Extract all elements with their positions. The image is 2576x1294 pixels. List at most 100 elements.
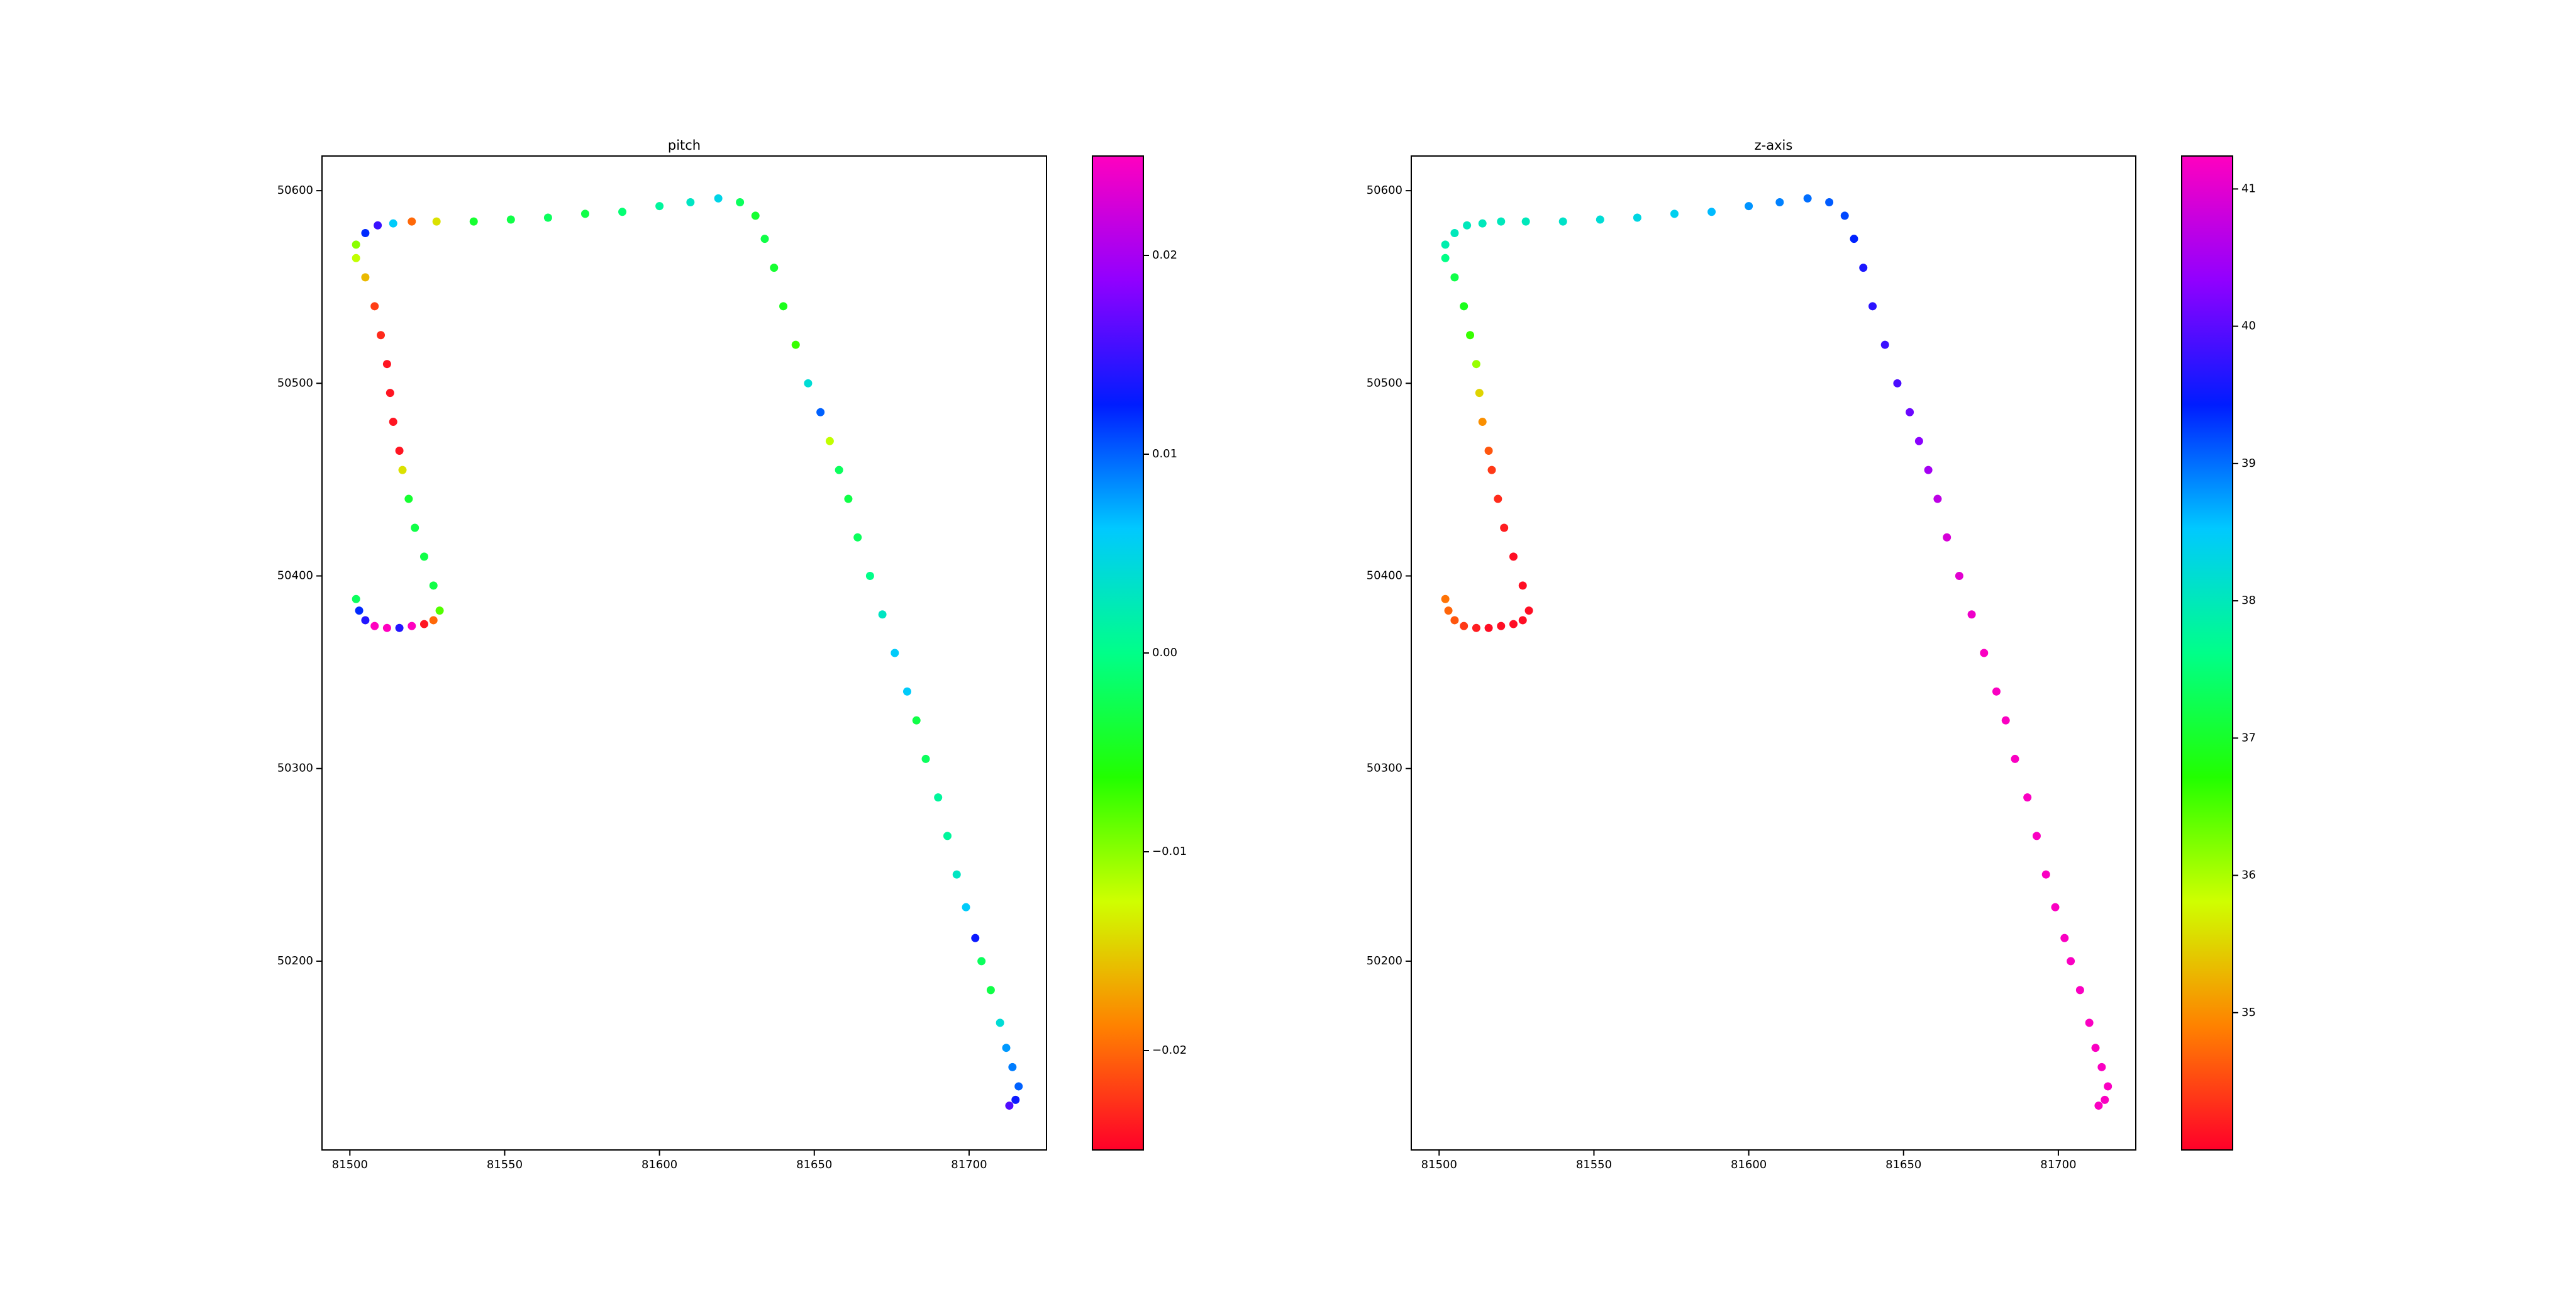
- y-tick-label: 50500: [277, 376, 313, 389]
- point: [429, 616, 438, 625]
- x-tick-label: 81550: [1576, 1158, 1612, 1171]
- point: [1859, 264, 1868, 272]
- x-tick-label: 81550: [487, 1158, 523, 1171]
- point: [1596, 215, 1604, 224]
- y-tick-label: 50500: [1367, 376, 1402, 389]
- point: [736, 198, 745, 206]
- point: [1670, 209, 1679, 218]
- x-tick-label: 81500: [332, 1158, 368, 1171]
- point: [921, 754, 930, 763]
- colorbar-tick-label: 36: [2241, 869, 2256, 882]
- point: [1518, 581, 1527, 590]
- y-tick-label: 50600: [1367, 184, 1402, 197]
- point: [395, 446, 404, 455]
- point: [1472, 360, 1480, 369]
- x-tick-label: 81700: [951, 1158, 987, 1171]
- point: [580, 209, 589, 218]
- point: [1924, 466, 1933, 474]
- x-tick-label: 81500: [1421, 1158, 1457, 1171]
- point: [1494, 494, 1502, 503]
- y-tick-label: 50300: [277, 762, 313, 775]
- point: [2094, 1102, 2103, 1110]
- point: [1441, 594, 1450, 603]
- point: [816, 408, 825, 416]
- point: [1992, 687, 2001, 696]
- point: [1943, 533, 1951, 542]
- point: [1850, 235, 1858, 243]
- point: [1967, 610, 1976, 619]
- point: [835, 466, 843, 474]
- point: [853, 533, 862, 542]
- point: [971, 934, 980, 942]
- point: [361, 616, 370, 625]
- point: [1444, 606, 1453, 615]
- x-tick-label: 81600: [1731, 1158, 1767, 1171]
- point: [986, 986, 995, 995]
- point: [1825, 198, 1834, 206]
- point: [361, 228, 370, 237]
- point: [1955, 572, 1963, 581]
- point: [618, 208, 627, 216]
- point: [386, 389, 394, 398]
- point: [1472, 623, 1480, 632]
- point: [1497, 622, 1506, 630]
- colorbar-tick-label: 35: [2241, 1006, 2256, 1019]
- point: [543, 213, 552, 222]
- point: [355, 606, 364, 615]
- point: [2051, 903, 2060, 912]
- colorbar-tick-label: 39: [2241, 457, 2256, 470]
- point: [1008, 1063, 1017, 1071]
- point: [825, 437, 834, 445]
- point: [435, 606, 444, 615]
- point: [2001, 716, 2010, 725]
- point: [395, 623, 404, 632]
- point: [469, 217, 478, 226]
- point: [408, 622, 416, 630]
- point: [1745, 202, 1753, 211]
- point: [1840, 211, 1849, 220]
- point: [1011, 1095, 1020, 1104]
- chart-title: z-axis: [1755, 138, 1793, 153]
- point: [1707, 208, 1716, 216]
- point: [1450, 273, 1459, 282]
- colorbar-tick-label: 41: [2241, 182, 2256, 195]
- point: [2023, 793, 2032, 802]
- y-tick-label: 50600: [277, 184, 313, 197]
- point: [1893, 379, 1902, 388]
- point: [1014, 1082, 1023, 1091]
- colorbar-tick-label: 0.01: [1152, 447, 1177, 460]
- point: [1500, 523, 1509, 532]
- point: [1002, 1044, 1011, 1052]
- point: [1633, 213, 1641, 222]
- point: [865, 572, 874, 581]
- colorbar: [1092, 155, 1144, 1151]
- point: [844, 494, 853, 503]
- point: [1914, 437, 1923, 445]
- x-tick-label: 81600: [641, 1158, 677, 1171]
- colorbar-tick-label: 0.00: [1152, 646, 1177, 659]
- colorbar-tick-label: 38: [2241, 594, 2256, 607]
- point: [1441, 254, 1450, 262]
- point: [1497, 217, 1506, 226]
- point: [878, 610, 887, 619]
- point: [389, 219, 397, 228]
- y-tick-label: 50200: [1367, 954, 1402, 968]
- point: [1478, 418, 1487, 427]
- colorbar-tick-label: 0.02: [1152, 248, 1177, 262]
- point: [370, 302, 379, 311]
- point: [352, 240, 360, 249]
- x-tick-label: 81650: [796, 1158, 832, 1171]
- point: [398, 466, 407, 474]
- point: [2104, 1082, 2112, 1091]
- point: [1803, 194, 1812, 203]
- point: [902, 687, 911, 696]
- point: [1509, 620, 1518, 628]
- point: [382, 623, 391, 632]
- y-tick-label: 50400: [277, 569, 313, 583]
- point: [2011, 754, 2019, 763]
- point: [1487, 466, 1496, 474]
- point: [1463, 221, 1472, 230]
- point: [429, 581, 438, 590]
- point: [1460, 302, 1468, 311]
- point: [1441, 240, 1450, 249]
